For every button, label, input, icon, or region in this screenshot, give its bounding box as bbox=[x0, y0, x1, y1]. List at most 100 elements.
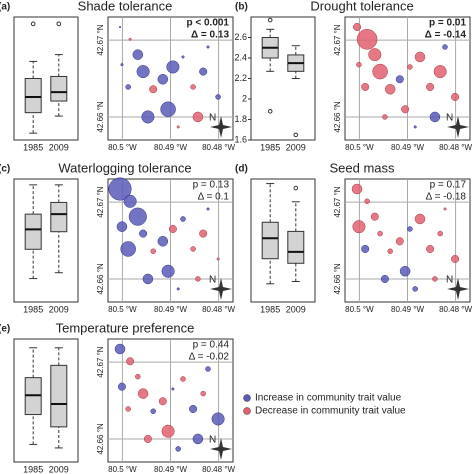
map-x-tick-label: 80.48 °W bbox=[439, 143, 472, 152]
compass bbox=[210, 438, 232, 460]
site-bubble bbox=[166, 60, 180, 74]
box bbox=[50, 75, 68, 102]
compass bbox=[447, 116, 469, 138]
stat-text: Δ = 0.13 bbox=[191, 30, 229, 41]
map-y-tick-label: 42.66 °N bbox=[96, 101, 105, 132]
site-bubble bbox=[364, 198, 370, 205]
site-bubble bbox=[175, 446, 181, 452]
panel-title: Temperature preference bbox=[56, 320, 195, 335]
box-frame bbox=[250, 16, 316, 141]
site-bubble bbox=[190, 246, 196, 252]
box bbox=[50, 364, 68, 428]
outlier bbox=[293, 185, 299, 191]
site-bubble bbox=[190, 84, 196, 90]
site-bubble bbox=[149, 85, 158, 94]
site-bubble bbox=[451, 92, 460, 101]
site-bubble bbox=[382, 114, 388, 120]
site-bubble bbox=[353, 22, 362, 31]
site-bubble bbox=[205, 366, 211, 372]
site-bubble bbox=[414, 213, 426, 225]
site-bubble bbox=[380, 274, 389, 283]
site-bubble bbox=[384, 84, 396, 95]
legend-swatch bbox=[243, 407, 251, 415]
x-tick-label: 2009 bbox=[49, 304, 69, 314]
box-frame bbox=[13, 16, 79, 141]
site-bubble bbox=[429, 111, 441, 123]
compass-label: N bbox=[209, 113, 216, 124]
box-frame bbox=[13, 178, 79, 303]
map-y-tick-label: 42.66 °N bbox=[96, 423, 105, 454]
site-bubble bbox=[126, 357, 135, 366]
site-bubble bbox=[395, 237, 404, 246]
map-x-tick-label: 80.5 °W bbox=[108, 305, 137, 314]
map-y-tick-label: 42.66 °N bbox=[333, 101, 342, 132]
site-bubble bbox=[158, 397, 167, 406]
site-bubble bbox=[356, 29, 378, 50]
map-x-tick-label: 80.48 °W bbox=[202, 143, 235, 152]
site-bubble bbox=[180, 376, 186, 382]
site-bubble bbox=[195, 276, 201, 282]
map-x-tick-label: 80.48 °W bbox=[202, 305, 235, 314]
map-x-tick-label: 80.5 °W bbox=[345, 143, 374, 152]
y-tick-label: 1.8 bbox=[234, 114, 247, 124]
outlier bbox=[267, 17, 273, 23]
site-bubble bbox=[192, 111, 204, 123]
map-y-tick-label: 42.67 °N bbox=[96, 346, 105, 377]
site-bubble bbox=[176, 287, 180, 291]
x-tick-label: 2009 bbox=[286, 142, 306, 152]
site-bubble bbox=[399, 266, 411, 277]
x-tick-label: 2009 bbox=[49, 142, 69, 152]
site-bubble bbox=[215, 94, 221, 100]
map-x-tick-label: 80.49 °W bbox=[391, 305, 424, 314]
site-bubble bbox=[216, 257, 220, 261]
site-bubble bbox=[139, 229, 148, 238]
site-bubble bbox=[443, 207, 447, 211]
compass bbox=[210, 116, 232, 138]
site-bubble bbox=[157, 74, 169, 85]
site-bubble bbox=[407, 64, 413, 70]
site-bubble bbox=[108, 177, 132, 201]
box bbox=[50, 201, 68, 233]
panel-title: Drought tolerance bbox=[310, 0, 413, 13]
x-tick-label: 1985 bbox=[260, 304, 280, 314]
site-bubble bbox=[433, 65, 447, 79]
stat-text: p = 0.13 bbox=[193, 180, 230, 191]
stat-text: p = 0.17 bbox=[430, 180, 467, 191]
outlier bbox=[56, 21, 62, 27]
site-bubble bbox=[137, 388, 149, 399]
x-tick-label: 1985 bbox=[23, 464, 43, 474]
site-bubble bbox=[150, 408, 156, 415]
site-bubble bbox=[160, 101, 176, 117]
legend-label: Increase in community trait value bbox=[255, 393, 402, 404]
map-y-tick-label: 42.66 °N bbox=[96, 263, 105, 294]
compass-label: N bbox=[446, 275, 453, 286]
site-bubble bbox=[361, 244, 370, 253]
site-bubble bbox=[356, 61, 362, 68]
stat-text: p < 0.001 bbox=[186, 18, 229, 29]
site-bubble bbox=[206, 207, 210, 211]
stat-text: Δ = -0.02 bbox=[189, 352, 230, 363]
site-bubble bbox=[118, 25, 122, 29]
site-bubble bbox=[412, 286, 418, 292]
map-y-tick-label: 42.67 °N bbox=[96, 24, 105, 55]
map-x-tick-label: 80.48 °W bbox=[202, 465, 235, 474]
x-tick-label: 2009 bbox=[286, 304, 306, 314]
x-tick-label: 1985 bbox=[260, 142, 280, 152]
stat-text: Δ = 0.1 bbox=[198, 192, 230, 203]
map-x-tick-label: 80.49 °W bbox=[154, 143, 187, 152]
panel-label: (e) bbox=[0, 324, 10, 335]
box bbox=[24, 213, 42, 250]
site-bubble bbox=[136, 65, 150, 79]
outlier bbox=[30, 21, 36, 27]
panel-label: (a) bbox=[0, 2, 10, 13]
map-x-tick-label: 80.49 °W bbox=[391, 143, 424, 152]
panel-label: (c) bbox=[0, 164, 10, 175]
y-tick-label: 2 bbox=[242, 93, 247, 103]
site-bubble bbox=[451, 254, 460, 263]
site-bubble bbox=[176, 125, 180, 129]
site-bubble bbox=[200, 390, 206, 397]
site-bubble bbox=[401, 105, 410, 114]
site-bubble bbox=[141, 110, 155, 124]
site-bubble bbox=[123, 194, 137, 208]
